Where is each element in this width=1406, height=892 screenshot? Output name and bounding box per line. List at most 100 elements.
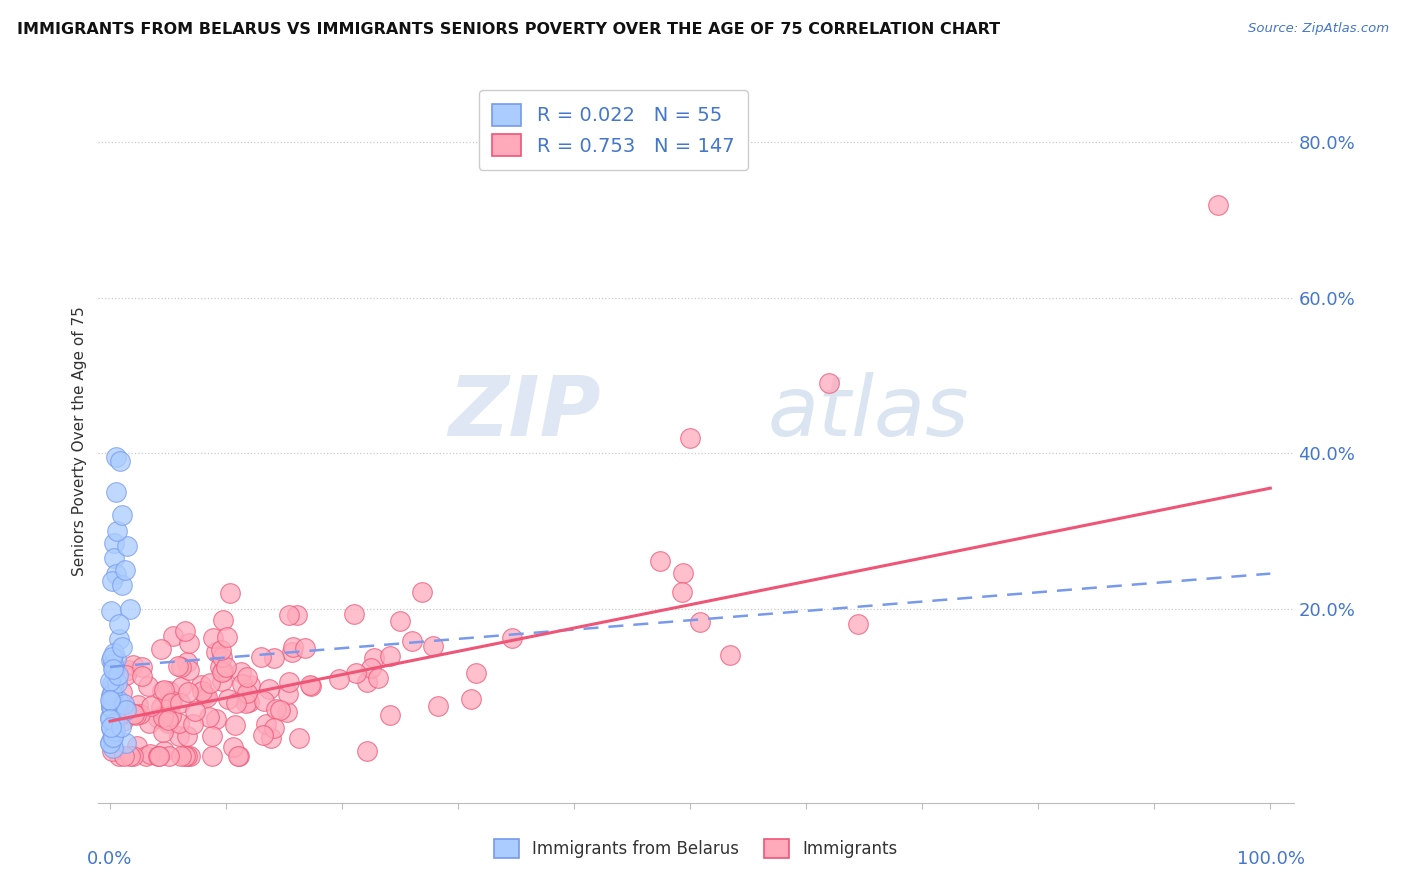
Point	[101, 693, 124, 707]
Point	[148, 711, 170, 725]
Point	[276, 706, 298, 720]
Point	[650, 554, 672, 568]
Point	[121, 749, 143, 764]
Point	[139, 747, 162, 761]
Point	[356, 674, 378, 689]
Point	[191, 683, 214, 698]
Text: atlas: atlas	[768, 372, 969, 453]
Point	[101, 687, 124, 701]
Point	[103, 730, 125, 744]
Point	[103, 741, 125, 756]
Y-axis label: Seniors Poverty Over the Age of 75: Seniors Poverty Over the Age of 75	[72, 307, 87, 576]
Point	[157, 749, 180, 764]
Point	[138, 716, 160, 731]
Point	[103, 664, 125, 678]
Point	[198, 710, 221, 724]
Point	[118, 749, 141, 764]
Point	[250, 650, 273, 665]
Point	[157, 716, 180, 731]
Point	[679, 431, 702, 445]
Point	[104, 723, 127, 738]
Point	[169, 696, 191, 710]
Point	[105, 485, 128, 500]
Point	[671, 566, 693, 580]
Point	[111, 706, 134, 721]
Point	[264, 702, 287, 716]
Point	[177, 663, 200, 677]
Point	[103, 726, 125, 740]
Point	[226, 749, 249, 764]
Point	[173, 624, 195, 638]
Point	[149, 699, 172, 714]
Point	[201, 631, 224, 645]
Point	[228, 749, 250, 764]
Point	[100, 693, 122, 707]
Point	[156, 713, 179, 727]
Point	[148, 749, 170, 764]
Point	[254, 716, 277, 731]
Point	[152, 725, 174, 739]
Point	[122, 707, 145, 722]
Point	[846, 616, 869, 631]
Point	[101, 726, 124, 740]
Point	[211, 665, 233, 679]
Point	[215, 660, 238, 674]
Point	[107, 667, 129, 681]
Point	[103, 646, 125, 660]
Point	[110, 720, 132, 734]
Point	[252, 728, 274, 742]
Point	[231, 676, 253, 690]
Point	[167, 716, 190, 731]
Point	[98, 736, 121, 750]
Point	[100, 694, 122, 708]
Point	[105, 676, 128, 690]
Point	[174, 749, 197, 764]
Point	[131, 669, 153, 683]
Point	[111, 508, 134, 523]
Point	[101, 680, 124, 694]
Point	[208, 659, 231, 673]
Point	[103, 715, 125, 730]
Point	[464, 666, 486, 681]
Point	[281, 645, 304, 659]
Point	[209, 643, 232, 657]
Point	[299, 679, 322, 693]
Point	[1206, 197, 1229, 211]
Point	[100, 604, 122, 618]
Point	[294, 641, 316, 656]
Point	[114, 668, 136, 682]
Point	[179, 636, 201, 650]
Point	[101, 574, 124, 589]
Point	[103, 551, 125, 566]
Point	[195, 690, 218, 705]
Point	[152, 709, 174, 723]
Point	[818, 376, 841, 391]
Point	[671, 585, 693, 599]
Point	[100, 688, 122, 702]
Point	[160, 694, 183, 708]
Legend: Immigrants from Belarus, Immigrants: Immigrants from Belarus, Immigrants	[485, 830, 907, 867]
Point	[194, 688, 217, 702]
Point	[103, 657, 125, 671]
Text: 0.0%: 0.0%	[87, 850, 132, 868]
Point	[380, 648, 402, 663]
Point	[356, 743, 378, 757]
Point	[176, 730, 198, 744]
Point	[231, 665, 253, 679]
Point	[718, 648, 741, 662]
Point	[100, 649, 122, 664]
Point	[222, 740, 245, 755]
Point	[211, 649, 233, 664]
Point	[100, 699, 122, 714]
Point	[112, 749, 135, 764]
Point	[117, 663, 139, 677]
Point	[328, 672, 350, 686]
Point	[148, 749, 170, 764]
Point	[238, 696, 260, 710]
Point	[104, 566, 127, 581]
Point	[108, 632, 131, 647]
Point	[225, 696, 247, 710]
Point	[100, 722, 122, 736]
Text: 100.0%: 100.0%	[1237, 850, 1306, 868]
Point	[125, 708, 148, 723]
